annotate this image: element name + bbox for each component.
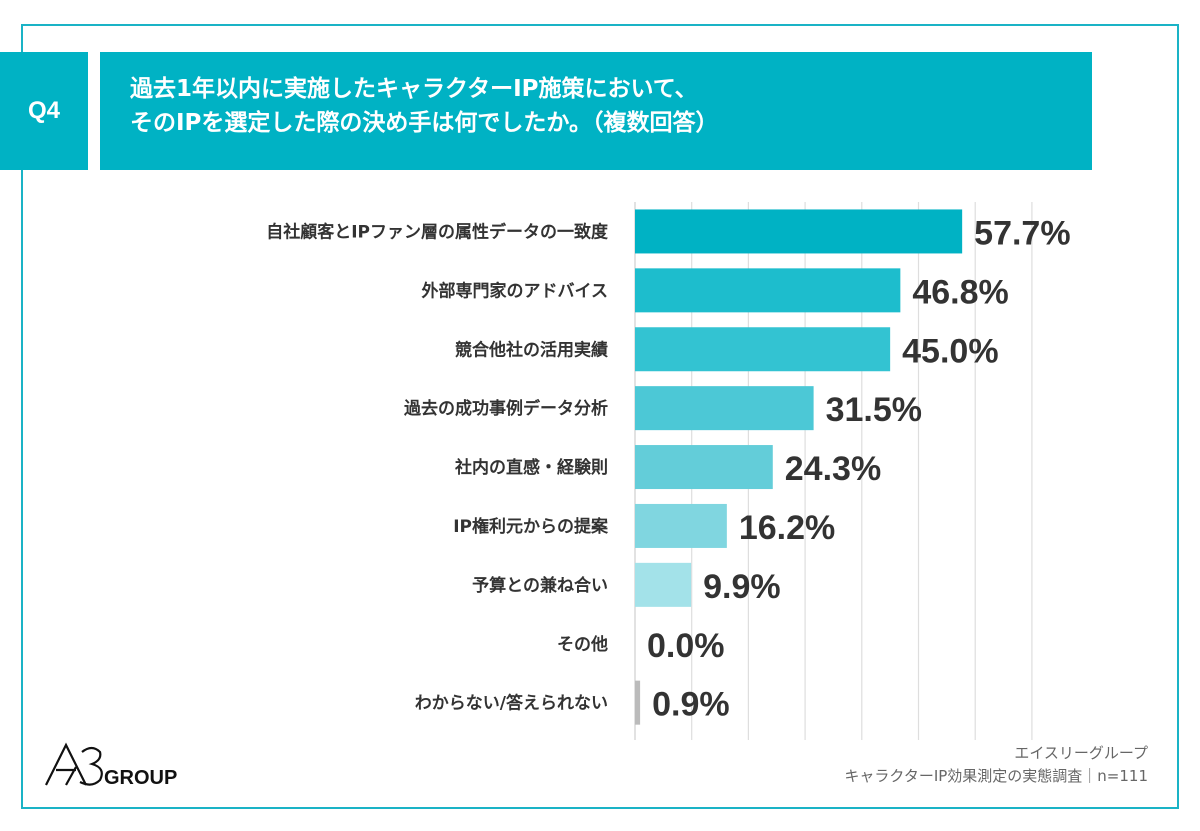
question-title: 過去1年以内に実施したキャラクターIP施策において、 そのIPを選定した際の決め… xyxy=(100,52,1092,170)
value-label: 46.8% xyxy=(912,273,1008,311)
source-note: エイスリーグループ キャラクターIP効果測定の実態調査｜n=111 xyxy=(844,742,1148,788)
category-label: 過去の成功事例データ分析 xyxy=(404,398,608,419)
value-label: 0.9% xyxy=(652,686,730,724)
category-label: 自社顧客とIPファン層の属性データの一致度 xyxy=(266,221,609,242)
value-label: 45.0% xyxy=(902,332,998,370)
category-label: 予算との兼ね合い xyxy=(472,575,608,596)
value-label: 31.5% xyxy=(826,391,922,429)
category-label: 外部専門家のアドバイス xyxy=(422,280,609,301)
category-label: 競合他社の活用実績 xyxy=(455,339,608,360)
bar xyxy=(635,562,692,607)
bar xyxy=(635,268,901,313)
frame-border xyxy=(21,24,1179,809)
value-label: 16.2% xyxy=(739,509,835,547)
value-label: 9.9% xyxy=(703,568,781,606)
question-number: Q4 xyxy=(0,52,88,170)
category-label: その他 xyxy=(557,634,608,655)
bar xyxy=(635,386,814,431)
bar xyxy=(635,503,727,548)
title-line-2: そのIPを選定した際の決め手は何でしたか。（複数回答） xyxy=(130,110,719,136)
bar xyxy=(635,327,891,372)
value-label: 24.3% xyxy=(785,450,881,488)
value-label: 57.7% xyxy=(974,214,1070,252)
source-survey: キャラクターIP効果測定の実態調査｜n=111 xyxy=(844,767,1148,785)
a3-group-logo: GROUP xyxy=(44,742,194,796)
bar xyxy=(635,445,773,490)
bar xyxy=(635,680,641,725)
source-company: エイスリーグループ xyxy=(1014,744,1148,762)
title-line-1: 過去1年以内に実施したキャラクターIP施策において、 xyxy=(130,76,698,102)
bar xyxy=(635,209,963,254)
category-label: IP権利元からの提案 xyxy=(453,516,609,537)
category-label: わからない/答えられない xyxy=(415,693,608,714)
category-label: 社内の直感・経験則 xyxy=(454,457,608,478)
value-label: 0.0% xyxy=(647,627,725,665)
svg-text:GROUP: GROUP xyxy=(104,767,177,789)
